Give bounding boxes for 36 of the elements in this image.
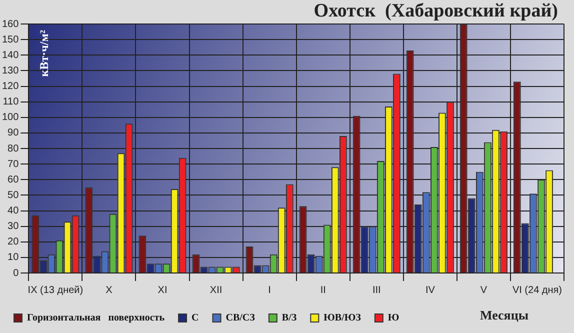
legend-label: С <box>192 312 199 324</box>
x-tick-label: VI (24 дня) <box>512 284 562 296</box>
chart-title: Охотск (Хабаровский край) <box>314 0 558 22</box>
y-tick-label: 90 <box>8 128 20 139</box>
x-tick-label: IV <box>425 284 436 296</box>
y-tick-label: 60 <box>8 174 20 186</box>
y-tick-label: 0 <box>13 268 20 279</box>
x-tick-label: II <box>320 284 326 296</box>
x-tick-label: IX (13 дней) <box>28 284 84 296</box>
y-tick-label: 100 <box>2 112 20 124</box>
y-tick-label: 150 <box>2 34 20 46</box>
y-tick-label: 120 <box>2 81 20 92</box>
y-tick-label: 30 <box>8 221 20 232</box>
y-tick-label: 130 <box>2 65 20 76</box>
legend-label: ЮВ/ЮЗ <box>324 312 361 324</box>
y-tick-label: 50 <box>8 190 20 201</box>
legend-label: В/З <box>282 312 297 324</box>
y-tick-label: 70 <box>8 158 20 170</box>
y-tick-label: 20 <box>8 236 20 248</box>
x-tick-label: I <box>268 284 271 296</box>
legend-label: СВ/СЗ <box>226 312 255 324</box>
x-tick-label: V <box>480 284 488 296</box>
y-tick-label: 80 <box>8 143 20 154</box>
y-tick-label: 110 <box>2 96 20 108</box>
x-tick-label: III <box>372 284 381 296</box>
x-tick-label: XI <box>158 284 168 296</box>
y-axis-title: кВт·ч/м² <box>36 30 51 77</box>
legend-label: Ю <box>388 312 400 324</box>
x-tick-label: X <box>106 284 113 296</box>
legend-label: Горизонтальная поверхность <box>27 312 166 324</box>
y-tick-label: 140 <box>2 50 20 61</box>
y-tick-label: 40 <box>8 206 20 216</box>
y-tick-label: 10 <box>8 252 20 264</box>
x-axis-title: Месяцы <box>480 307 528 322</box>
y-tick-label: 160 <box>2 18 20 30</box>
x-tick-label: XII <box>210 284 222 296</box>
